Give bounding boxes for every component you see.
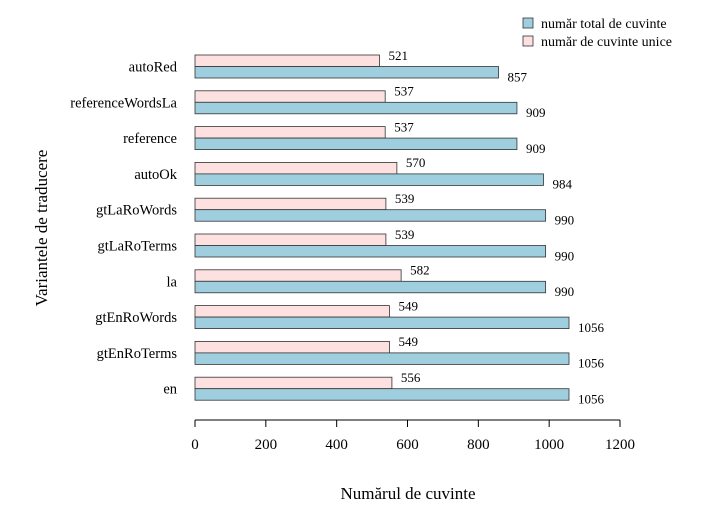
x-tick-label: 0 [191,437,199,453]
value-label-total-words: 1056 [578,391,605,406]
category-label: reference [123,131,177,147]
bar-unique-words [194,305,390,318]
x-tick-label: 1000 [534,437,564,453]
value-label-unique-words: 556 [401,370,421,385]
category-label: autoRed [129,60,178,76]
category-label: autoOk [134,167,177,183]
value-label-total-words: 857 [508,69,528,84]
value-label-total-words: 990 [555,248,575,263]
bar-total-words [194,280,547,294]
x-tick-label: 1200 [605,437,635,453]
legend: număr total de cuvinte număr de cuvinte u… [522,17,672,50]
x-tick-label: 400 [325,437,348,453]
bar-total-words [194,316,570,330]
x-tick-label: 800 [467,437,490,453]
bar-total-words [194,209,547,222]
bar-unique-words [194,197,387,211]
legend-swatch [522,35,534,47]
x-tick-label: 600 [396,437,419,453]
value-label-unique-words: 549 [398,334,418,349]
bar-total-words [194,173,544,186]
value-label-unique-words: 521 [389,48,409,63]
bar-unique-words [194,54,380,67]
x-tick-label: 200 [255,437,278,453]
bar-unique-words [194,376,393,390]
category-label: gtLaRoWords [96,203,177,219]
category-label: gtLaRoTerms [97,239,177,255]
value-label-unique-words: 582 [410,263,430,278]
bar-unique-words [194,233,387,246]
value-label-total-words: 909 [526,105,546,120]
value-label-unique-words: 537 [394,119,414,134]
category-label: en [163,382,177,398]
bar-total-words [194,137,518,151]
bar-total-words [194,245,547,258]
value-label-total-words: 1056 [578,356,605,371]
legend-swatch [522,17,534,29]
bar-total-words [194,66,499,79]
category-label: la [167,274,178,290]
bar-total-words [194,101,518,115]
value-label-total-words: 990 [555,284,575,299]
bar-total-words [194,352,570,365]
category-label: gtEnRoWords [95,310,177,326]
category-label: referenceWordsLa [70,95,177,111]
value-label-total-words: 1056 [578,320,605,335]
plot-area: 521 857 autoRed 537 909 referenceWordsLa 537 90… [70,48,604,407]
legend-label: număr de cuvinte unice [541,35,672,50]
value-label-unique-words: 539 [395,227,415,242]
value-label-total-words: 990 [555,212,575,227]
bar-unique-words [194,161,398,175]
bar-unique-words [194,269,402,282]
value-label-unique-words: 570 [406,155,426,170]
bar-unique-words [194,90,386,103]
value-label-unique-words: 537 [394,84,414,99]
y-axis-label: Variantele de traducere [32,150,51,307]
bar-unique-words [194,340,390,354]
value-label-total-words: 984 [553,177,573,192]
legend-label: număr total de cuvinte [541,17,667,32]
value-label-unique-words: 539 [395,191,415,206]
category-label: gtEnRoTerms [97,346,178,362]
bar-total-words [194,388,570,401]
x-axis-label: Numărul de cuvinte [340,484,475,503]
value-label-unique-words: 549 [398,298,418,313]
x-axis: 0 200 400 600 800 1000 1200 [191,419,635,453]
value-label-total-words: 909 [526,141,546,156]
bar-unique-words [194,126,386,139]
